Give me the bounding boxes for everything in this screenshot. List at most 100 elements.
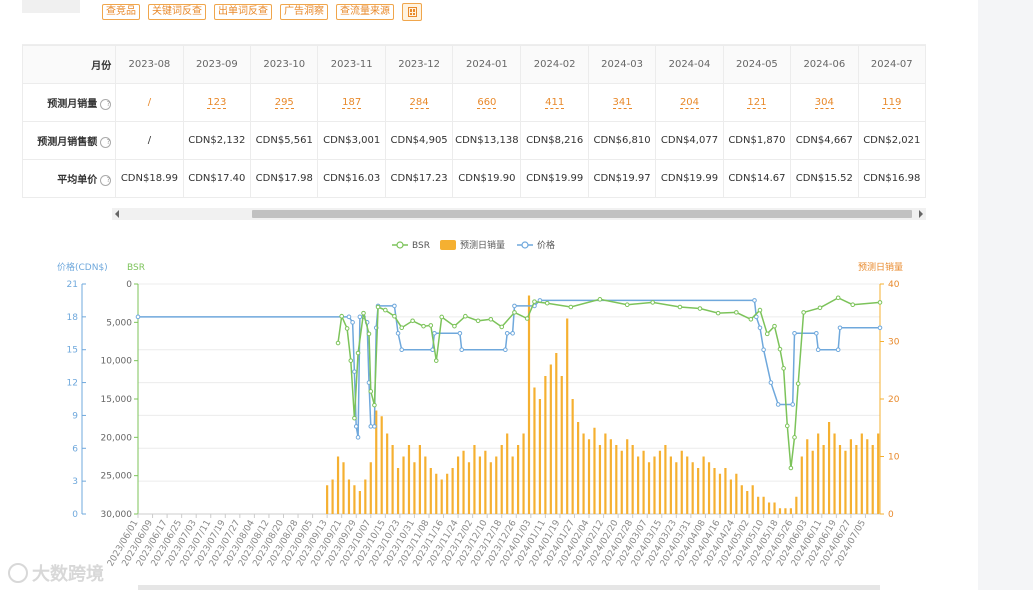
price-line-point: [432, 330, 437, 336]
sales-value[interactable]: 660: [477, 97, 497, 109]
table-cell[interactable]: 204: [655, 83, 724, 122]
sales-value[interactable]: 123: [207, 97, 227, 109]
order-keyword-button[interactable]: 出单词反查: [214, 4, 272, 20]
sales-bar: [686, 456, 689, 514]
sales-bar: [702, 456, 705, 514]
sales-bar: [811, 450, 814, 514]
table-cell[interactable]: 295: [250, 83, 319, 122]
sales-value[interactable]: 119: [882, 97, 902, 109]
sales-value[interactable]: 411: [545, 97, 565, 109]
price-tick-label: 6: [72, 444, 78, 454]
sales-bar: [669, 456, 672, 514]
bsr-tick-label: 30,000: [101, 510, 133, 520]
sales-tick-label: 10: [888, 453, 900, 463]
bsr-line-point: [772, 323, 777, 329]
bsr-line-point: [597, 297, 603, 302]
table-cell[interactable]: 284: [384, 83, 454, 122]
sales-value[interactable]: 304: [814, 97, 834, 109]
price-line-point: [503, 347, 508, 353]
row-label: 预测月销售额?: [22, 121, 117, 160]
bsr-line-point: [524, 316, 530, 321]
bsr-line-point: [335, 340, 341, 346]
table-cell[interactable]: 304: [790, 83, 859, 122]
sales-bar: [478, 456, 482, 514]
sales-bar: [724, 468, 727, 514]
sales-value[interactable]: 121: [747, 97, 767, 109]
price-line-point: [399, 347, 405, 353]
sales-tick-label: 30: [888, 338, 900, 348]
table-scrollbar[interactable]: [112, 208, 926, 220]
table-cell: CDN$19.99: [655, 159, 724, 198]
table-cell[interactable]: 121: [722, 83, 792, 122]
bsr-line-point: [877, 300, 883, 305]
month-col-2: 2023-10: [250, 45, 319, 84]
table-cell: CDN$19.97: [587, 159, 657, 198]
sales-value[interactable]: 341: [612, 97, 632, 109]
bsr-line-point: [784, 423, 790, 429]
table-cell[interactable]: 341: [587, 83, 657, 122]
sales-value[interactable]: 284: [409, 97, 429, 109]
bsr-line-point: [792, 435, 797, 440]
sales-bar: [653, 456, 656, 514]
bsr-line-point: [801, 310, 806, 315]
bsr-line-point: [361, 310, 366, 316]
table-cell[interactable]: 123: [182, 83, 252, 122]
sales-value[interactable]: 187: [342, 97, 362, 109]
price-line-point: [814, 330, 819, 336]
sales-bar: [495, 456, 498, 514]
price-tick-label: 3: [72, 477, 78, 487]
table-cell[interactable]: 119: [857, 83, 926, 122]
price-axis-title: 价格(CDN$): [57, 261, 108, 273]
table-cell: CDN$4,077: [655, 121, 724, 160]
month-col-10: 2024-06: [790, 45, 859, 84]
sales-bar: [407, 445, 411, 514]
bsr-line-point: [355, 350, 361, 356]
traffic-source-button[interactable]: 查流量来源: [336, 4, 394, 20]
sales-bar: [462, 450, 465, 514]
sales-bar: [609, 439, 612, 514]
sales-bar: [757, 496, 760, 514]
scroll-left-icon[interactable]: [115, 210, 119, 218]
sales-bar: [571, 399, 574, 514]
keyword-reverse-button[interactable]: 关键词反查: [148, 4, 206, 20]
watermark: 大数跨境: [8, 560, 104, 586]
table-cell: CDN$17.23: [384, 159, 454, 198]
sales-bar: [593, 427, 596, 514]
table-cell: CDN$15.52: [790, 159, 859, 198]
sales-bar: [380, 416, 383, 514]
watermark-logo-icon: [8, 563, 28, 583]
bsr-tick-label: 5,000: [106, 318, 132, 328]
table-cell[interactable]: 187: [317, 83, 386, 122]
chart-zoom-slider[interactable]: [138, 585, 880, 590]
sales-bar: [626, 439, 629, 514]
calculator-icon[interactable]: [402, 3, 422, 21]
table-cell: CDN$4,667: [790, 121, 859, 160]
table-cell: /: [115, 121, 184, 160]
bsr-line-point: [748, 316, 754, 322]
scroll-right-icon[interactable]: [919, 210, 923, 218]
sales-value[interactable]: 295: [274, 97, 294, 109]
bsr-line-point: [352, 415, 357, 421]
sales-bar: [555, 353, 558, 514]
bsr-line-point: [544, 300, 550, 306]
table-cell: CDN$6,810: [587, 121, 657, 160]
sales-bar: [789, 508, 792, 514]
scroll-thumb[interactable]: [252, 210, 912, 218]
bsr-line-point: [764, 331, 770, 337]
month-col-6: 2024-02: [520, 45, 589, 84]
bsr-line-point: [532, 299, 537, 304]
month-col-8: 2024-04: [655, 45, 724, 84]
sales-axis-title: 预测日销量: [858, 261, 903, 273]
table-cell[interactable]: 660: [452, 83, 522, 122]
table-cell[interactable]: 411: [520, 83, 589, 122]
help-icon[interactable]: ?: [100, 136, 112, 148]
bsr-line-point: [795, 381, 801, 386]
sales-value[interactable]: 204: [679, 97, 700, 109]
ad-insight-button[interactable]: 广告洞察: [280, 4, 328, 20]
table-cell: CDN$8,216: [520, 121, 589, 160]
competitor-button[interactable]: 查竞品: [102, 4, 140, 20]
help-icon[interactable]: ?: [100, 98, 112, 110]
help-icon[interactable]: ?: [100, 174, 112, 186]
sales-bar: [877, 433, 880, 514]
price-line-point: [350, 320, 355, 325]
